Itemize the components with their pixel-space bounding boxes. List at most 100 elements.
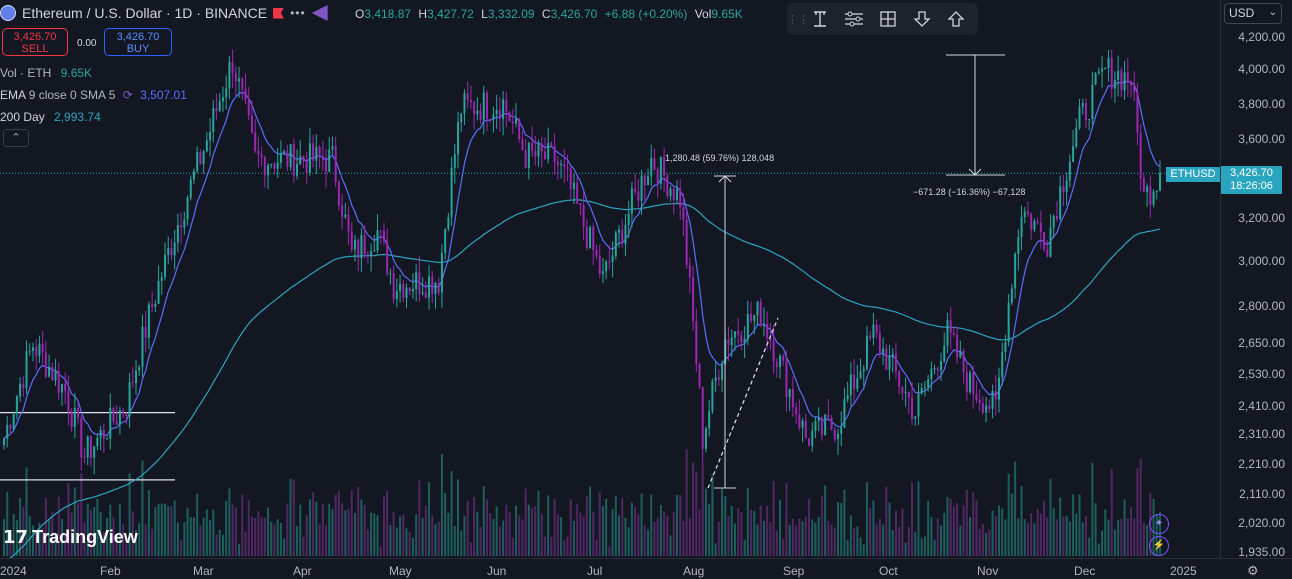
volume-bar: [128, 473, 131, 556]
candles: [2, 49, 1162, 475]
text-cursor-icon[interactable]: [803, 3, 837, 35]
candle-body: [415, 272, 418, 289]
volume-bar: [444, 492, 447, 556]
candle-body: [86, 436, 89, 458]
volume-bar: [6, 491, 9, 556]
volume-bar: [1110, 468, 1113, 556]
candle-body: [189, 179, 192, 198]
candle-body: [215, 108, 218, 111]
volume-bar: [1130, 506, 1133, 556]
time-tick: Mar: [193, 564, 214, 578]
lightning-icon[interactable]: ⚡: [1149, 536, 1169, 556]
candle-body: [988, 405, 991, 409]
candle-body: [727, 339, 730, 345]
volume-bar: [766, 505, 769, 556]
volume-bar: [634, 506, 637, 556]
volume-bar: [479, 526, 482, 556]
volume-bar: [836, 502, 839, 556]
volume-bar: [1036, 509, 1039, 556]
volume-bar: [920, 538, 923, 556]
volume-bar: [814, 522, 817, 556]
measure-up-arrowhead: [718, 175, 732, 183]
candle-body: [154, 303, 157, 307]
candle-body: [160, 277, 163, 281]
legend-ema[interactable]: EMA 9 close 0 SMA 5 ⟳ 3,507.01: [0, 88, 187, 102]
volume-bar: [1026, 522, 1029, 556]
symbol-title[interactable]: Ethereum / U.S. Dollar · 1D · BINANCE: [22, 5, 268, 21]
tradingview-logo-mark-icon: 17: [3, 527, 29, 548]
candle-body: [923, 387, 926, 389]
candle-body: [531, 142, 534, 151]
volume-bar: [933, 539, 936, 556]
volume-bar: [469, 542, 472, 556]
play-icon[interactable]: [311, 5, 328, 21]
volume-bars: [2, 449, 1162, 556]
volume-bar: [279, 523, 282, 556]
candle-body: [1110, 57, 1113, 89]
time-tick: Jun: [487, 564, 507, 578]
candle-body: [257, 150, 260, 155]
hlines: [0, 172, 1220, 481]
volume-bar: [54, 533, 57, 556]
volume-bar: [666, 515, 669, 556]
candle-body: [1113, 79, 1116, 89]
settings-gear-icon[interactable]: ⚙: [1247, 563, 1259, 578]
vol-indicator-name: Vol · ETH: [0, 66, 52, 80]
volume-bar: [1068, 521, 1071, 556]
time-axis[interactable]: 2024 Feb Mar Apr May Jun Jul Aug Sep Oct Nov Dec 202…: [0, 558, 1292, 579]
candle-body: [991, 391, 994, 409]
candle-body: [157, 280, 160, 304]
candle-body: [357, 239, 360, 259]
price-axis[interactable]: 4,200.00 4,000.00 3,800.00 3,600.00 3,200.00…: [1220, 0, 1292, 559]
volume-bar: [434, 524, 437, 556]
volume-bar: [1052, 507, 1055, 556]
volume-bar: [1075, 513, 1078, 556]
candle-body: [466, 93, 469, 101]
volume-bar: [708, 503, 711, 556]
sparkle-icon[interactable]: ✦: [1149, 514, 1169, 534]
ohlc-values: O3,418.87 H3,427.72 L3,332.09 C3,426.70 …: [355, 7, 743, 21]
arrow-down-icon[interactable]: [905, 3, 939, 35]
volume-bar: [981, 524, 984, 556]
select-area-icon[interactable]: [871, 3, 905, 35]
tradingview-logo[interactable]: 17 TradingView: [3, 527, 138, 548]
candle-body: [289, 144, 292, 167]
legend-volume[interactable]: Vol · ETH 9.65K: [0, 66, 92, 80]
volume-bar: [859, 537, 862, 556]
refresh-icon[interactable]: ⟳: [122, 88, 133, 102]
candle-body: [1078, 107, 1081, 128]
legend-ma200[interactable]: 200 Day 2,993.74: [0, 110, 101, 124]
buy-button[interactable]: 3,426.70 BUY: [104, 28, 172, 56]
volume-bar: [89, 510, 92, 556]
flag-icon[interactable]: [273, 7, 285, 19]
sell-price: 3,426.70: [13, 31, 57, 43]
candle-body: [721, 363, 724, 380]
settings-sliders-icon[interactable]: [837, 3, 871, 35]
price-tick: 2,020.00: [1238, 516, 1285, 531]
candle-body: [560, 163, 563, 165]
sell-button[interactable]: 3,426.70 SELL: [2, 28, 68, 56]
candle-body: [64, 383, 67, 392]
volume-bar: [334, 494, 337, 556]
candle-body: [228, 61, 231, 89]
candle-body: [395, 291, 398, 300]
volume-bar: [779, 499, 782, 556]
drag-handle-icon[interactable]: ⋮⋮: [787, 13, 809, 26]
candle-body: [6, 425, 9, 439]
volume-bar: [28, 516, 31, 556]
more-dots-icon[interactable]: •••: [290, 6, 306, 20]
collapse-legend-button[interactable]: ⌃: [3, 129, 29, 147]
candle-body: [450, 167, 453, 218]
volume-bar: [1014, 461, 1017, 556]
volume-bar: [1030, 513, 1033, 556]
volume-bar: [824, 485, 827, 556]
volume-bar: [389, 524, 392, 556]
volume-bar: [170, 505, 173, 556]
arrow-up-icon[interactable]: [939, 3, 973, 35]
volume-bar: [302, 536, 305, 556]
candle-body: [305, 161, 308, 173]
price-chart[interactable]: [0, 0, 1220, 558]
ema-line: [3, 80, 1161, 439]
currency-select[interactable]: USD ⌄: [1224, 3, 1282, 24]
